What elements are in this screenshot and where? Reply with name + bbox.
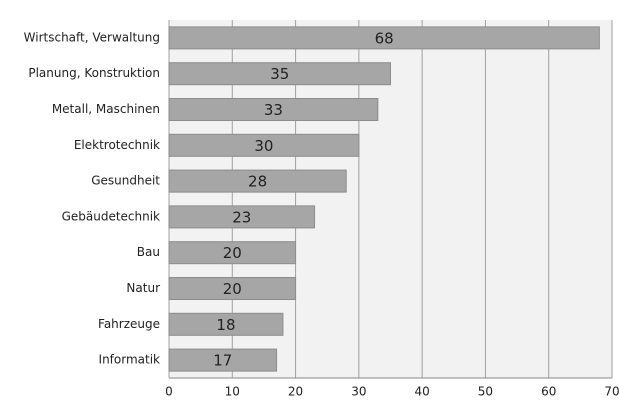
data-label: 30 <box>254 137 273 155</box>
x-tick-label: 30 <box>351 385 366 399</box>
data-label: 23 <box>232 208 251 226</box>
x-tick-label: 20 <box>288 385 303 399</box>
data-label: 33 <box>264 101 283 119</box>
bar <box>168 62 391 86</box>
bar <box>168 277 297 300</box>
y-tick-label: Metall, Maschinen <box>52 102 160 116</box>
x-tick-label: 70 <box>604 385 619 399</box>
y-tick-label: Informatik <box>99 353 161 367</box>
bar <box>168 98 379 121</box>
y-tick-label: Fahrzeuge <box>98 317 160 331</box>
bar <box>168 133 360 157</box>
x-tick-label: 10 <box>225 385 240 399</box>
y-tick-label: Planung, Konstruktion <box>28 66 160 80</box>
bar <box>168 26 600 50</box>
bar <box>168 312 284 336</box>
x-tick-label: 60 <box>541 385 556 399</box>
y-tick-label: Natur <box>126 281 160 295</box>
y-tick-label: Wirtschaft, Verwaltung <box>24 30 160 44</box>
bar <box>168 348 278 372</box>
y-tick-label: Bau <box>137 245 160 259</box>
data-label: 28 <box>248 173 267 191</box>
bar <box>168 205 316 229</box>
data-label: 17 <box>213 352 232 370</box>
data-label: 35 <box>270 65 289 83</box>
x-tick-label: 40 <box>415 385 430 399</box>
y-tick-label: Gebäudetechnik <box>62 209 160 223</box>
x-tick-label: 50 <box>478 385 493 399</box>
data-label: 18 <box>216 316 235 334</box>
y-tick-label: Elektrotechnik <box>74 138 160 152</box>
data-label: 20 <box>223 244 242 262</box>
data-label: 68 <box>375 29 394 47</box>
bar <box>168 241 297 265</box>
y-tick-label: Gesundheit <box>91 174 160 188</box>
bar <box>168 169 347 193</box>
x-tick-label: 0 <box>165 385 173 399</box>
data-label: 20 <box>223 280 242 298</box>
